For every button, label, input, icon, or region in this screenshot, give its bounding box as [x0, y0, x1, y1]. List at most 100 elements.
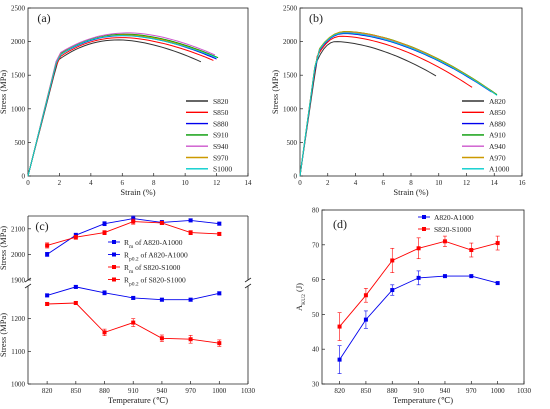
data-point [102, 230, 107, 235]
data-point [73, 284, 78, 289]
data-point [495, 241, 500, 246]
legend-label-S880: S880 [213, 119, 229, 128]
x-tick-label: 1000 [212, 387, 227, 395]
legend-label-S850: S850 [213, 108, 229, 117]
series-line-S910 [27, 33, 219, 177]
legend-label-S910: S910 [213, 131, 229, 140]
x-tick-label: 14 [245, 179, 253, 187]
legend-label-1: Rp0.2 of A820-A1000 [124, 250, 188, 262]
y-tick-label: 60 [312, 276, 320, 284]
data-point [131, 295, 136, 300]
y-tick-label: 2100 [11, 225, 26, 233]
y-tick-label: 1500 [283, 72, 298, 80]
data-point [442, 239, 447, 244]
y-tick-label: 1200 [11, 315, 26, 323]
x-tick-label: 820 [334, 387, 345, 395]
x-axis-label: Temperature (℃) [108, 395, 168, 405]
data-point [131, 320, 136, 325]
legend-marker [422, 215, 426, 219]
y-tick-label: 50 [312, 311, 320, 319]
legend-label-3: Rp0.2 of S820-S1000 [124, 275, 186, 287]
data-point [217, 231, 222, 236]
legend-marker [112, 277, 116, 282]
legend-label-A880: A880 [489, 119, 506, 128]
x-tick-label: 940 [440, 387, 451, 395]
legend-label-A850: A850 [489, 108, 506, 117]
legend-marker [422, 227, 426, 231]
y-tick-label: 500 [15, 139, 26, 147]
x-tick-label: 4 [354, 179, 358, 187]
data-point [45, 243, 50, 248]
data-point [188, 297, 193, 302]
series-line-S1000 [27, 35, 217, 177]
legend-label-A970: A970 [489, 153, 506, 162]
data-point [416, 246, 421, 251]
data-point [131, 219, 136, 224]
data-point [102, 330, 107, 335]
x-tick-label: 10 [435, 179, 443, 187]
x-tick-label: 6 [121, 179, 125, 187]
x-tick-label: 970 [185, 387, 196, 395]
legend-label-0: Rm of A820-A1000 [124, 238, 183, 250]
data-point [217, 341, 222, 346]
data-point [188, 218, 193, 223]
data-point [416, 275, 421, 280]
data-point [442, 274, 447, 279]
x-tick-label: 1030 [241, 387, 256, 395]
data-point [102, 221, 107, 226]
legend-label-A910: A910 [489, 131, 506, 140]
axis-break-mark [244, 283, 252, 289]
y-tick-label: 80 [312, 207, 320, 215]
data-point [188, 337, 193, 342]
panel-label: (b) [309, 11, 323, 25]
data-point [495, 281, 500, 286]
x-tick-label: 14 [491, 179, 499, 187]
data-point [159, 336, 164, 341]
x-tick-label: 910 [413, 387, 424, 395]
data-point [363, 293, 368, 298]
x-tick-label: 4 [89, 179, 93, 187]
x-tick-label: 2 [326, 179, 330, 187]
data-point [469, 248, 474, 253]
y-tick-label: 500 [287, 139, 298, 147]
x-tick-label: 940 [157, 387, 168, 395]
y-tick-label: 1500 [11, 72, 26, 80]
x-tick-label: 0 [298, 179, 302, 187]
x-tick-label: 880 [99, 387, 110, 395]
x-tick-label: 970 [466, 387, 477, 395]
x-tick-label: 1030 [517, 387, 532, 395]
y-tick-label: 1900 [11, 277, 26, 285]
y-tick-label: 0 [22, 173, 26, 181]
data-point [102, 290, 107, 295]
x-tick-label: 12 [463, 179, 471, 187]
x-axis-label: Strain (%) [393, 187, 428, 197]
legend-marker [112, 240, 116, 244]
data-point [363, 317, 368, 322]
x-tick-label: 850 [361, 387, 372, 395]
y-tick-label: 2000 [283, 38, 298, 46]
x-tick-label: 2 [58, 179, 62, 187]
series-line-A850 [299, 35, 473, 177]
x-tick-label: 1000 [491, 387, 506, 395]
data-point [131, 216, 136, 221]
y-tick-label: 1000 [11, 105, 26, 113]
legend-marker [112, 265, 116, 269]
y-tick-label: 1100 [11, 348, 25, 356]
panel-label: (a) [37, 11, 50, 25]
y-tick-label: 70 [312, 241, 320, 249]
data-point [390, 258, 395, 263]
legend-label-S940: S940 [213, 142, 229, 151]
y-tick-label: 2500 [283, 5, 298, 13]
y-tick-label: 2500 [11, 5, 26, 13]
x-axis-label: Temperature (℃) [393, 395, 453, 405]
data-point [188, 230, 193, 235]
legend-label-A940: A940 [489, 142, 506, 151]
series-line-A940 [299, 31, 495, 177]
x-tick-label: 880 [387, 387, 398, 395]
series-line-S820 [27, 39, 202, 177]
legend-label-S820-S1000: S820-S1000 [434, 225, 471, 234]
x-tick-label: 820 [42, 387, 53, 395]
y-tick-label: 2000 [11, 38, 26, 46]
panel-label: (d) [333, 217, 347, 231]
